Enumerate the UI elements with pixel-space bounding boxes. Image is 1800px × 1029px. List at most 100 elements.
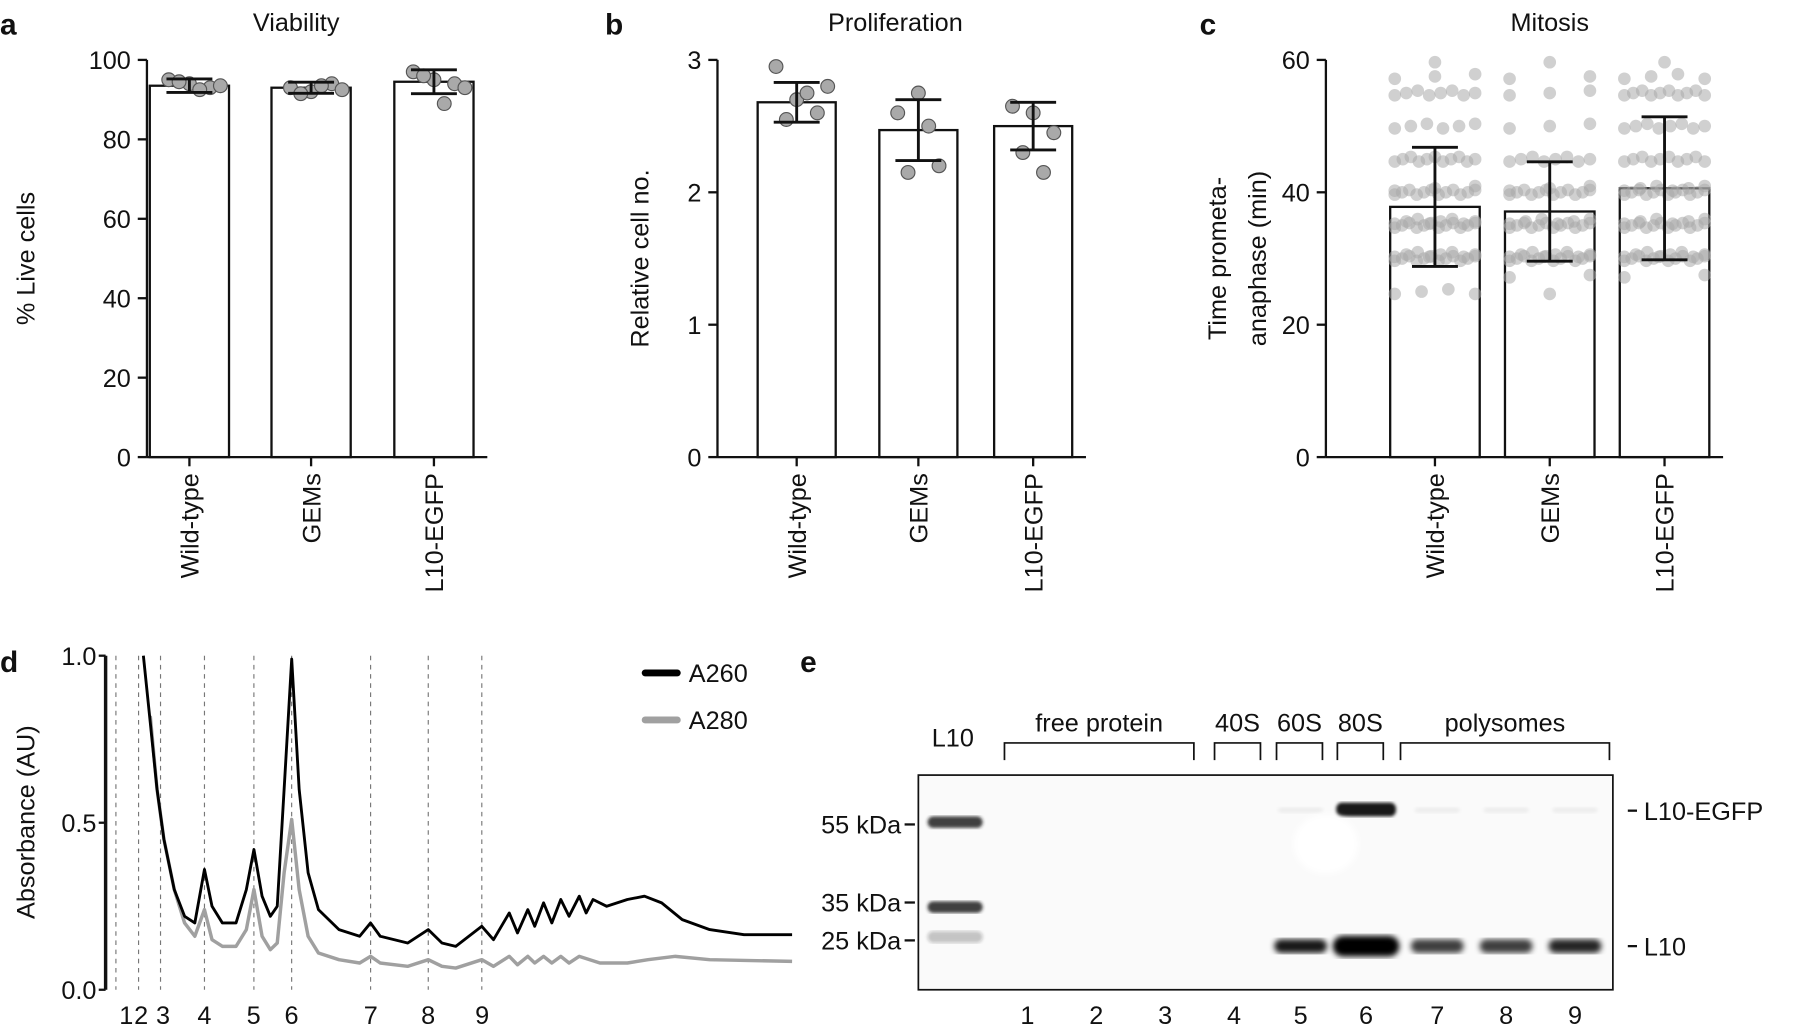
data-point — [1641, 245, 1654, 259]
l10-band — [1274, 939, 1328, 954]
data-point — [1663, 248, 1677, 261]
fraction-label: 5 — [247, 1002, 261, 1029]
lane-number: 6 — [1359, 1002, 1373, 1029]
fraction-label: 8 — [421, 1002, 435, 1029]
data-point — [910, 85, 926, 101]
x-tick-label: L10-EGFP — [421, 473, 449, 592]
marker-band — [927, 901, 983, 913]
data-point — [921, 118, 937, 134]
data-point — [1618, 250, 1631, 264]
data-point — [1514, 248, 1528, 261]
fraction-group-label: free protein — [1035, 709, 1163, 737]
data-point — [1399, 248, 1413, 261]
fraction-label: 7 — [364, 1002, 378, 1029]
data-point — [1618, 72, 1631, 86]
panel-e-western-blot: L10 free protein 40S 60S 80S polysomes 55 kDa 3… — [821, 709, 1763, 1029]
panel-letter: e — [800, 646, 817, 679]
data-point — [1445, 212, 1459, 226]
y-axis-label: % Live cells — [12, 192, 40, 325]
data-point — [1468, 117, 1482, 131]
data-point — [1543, 55, 1557, 69]
bar-gems — [270, 86, 352, 459]
data-point — [1652, 122, 1666, 135]
data-point — [1514, 152, 1528, 166]
data-point — [1399, 215, 1413, 228]
data-point — [1583, 179, 1597, 193]
data-point — [1666, 217, 1679, 231]
data-point — [1650, 179, 1663, 193]
y-tick-label: 80 — [103, 127, 131, 155]
data-point — [1629, 248, 1643, 261]
x-tick-label: Wild-type — [177, 473, 205, 578]
data-point — [1698, 155, 1712, 168]
lane-number: 4 — [1227, 1002, 1241, 1029]
data-point — [1686, 250, 1700, 264]
l10-band — [1548, 939, 1602, 954]
fraction-group-label: 40S — [1215, 709, 1260, 737]
legend-label: A260 — [689, 660, 748, 688]
fraction-label: 1 — [119, 1002, 133, 1029]
data-point — [1436, 122, 1450, 135]
data-point — [799, 85, 815, 101]
data-point — [1549, 248, 1562, 261]
mw-marker-label: 55 kDa — [821, 812, 902, 840]
data-point — [1583, 117, 1597, 131]
data-point — [1543, 287, 1557, 301]
y-tick-label: 40 — [103, 285, 131, 313]
data-point — [1560, 150, 1574, 164]
data-point — [1583, 248, 1597, 261]
fraction-group-bracket — [1213, 742, 1262, 761]
data-point — [1468, 86, 1482, 100]
y-tick-label: 0 — [1296, 444, 1310, 472]
panel-letter: d — [0, 646, 18, 679]
data-point — [1698, 212, 1712, 226]
fraction-group-label: 60S — [1277, 709, 1322, 737]
data-point — [1422, 89, 1436, 102]
data-point — [1452, 119, 1466, 133]
series-line-a260 — [141, 655, 793, 948]
data-point — [1503, 122, 1516, 135]
fraction-label: 6 — [285, 1002, 299, 1029]
data-point — [1698, 89, 1712, 102]
data-point — [809, 105, 825, 121]
data-point — [1682, 215, 1695, 228]
y-tick-label: 60 — [1282, 47, 1310, 75]
data-point — [1583, 268, 1597, 282]
data-point — [436, 96, 452, 112]
data-point — [1036, 164, 1051, 180]
y-tick-label: 20 — [1282, 312, 1310, 340]
x-tick-label: L10-EGFP — [1020, 473, 1048, 592]
marker-band — [927, 816, 983, 828]
bar-l10-egfp — [992, 124, 1074, 459]
y-tick-label: 20 — [103, 365, 131, 393]
data-point — [1682, 182, 1695, 195]
data-point — [1457, 89, 1470, 102]
data-point — [1468, 248, 1482, 261]
data-point — [1535, 212, 1549, 226]
y-tick-label: 0.0 — [61, 977, 96, 1005]
y-tick-label: 40 — [1282, 179, 1310, 207]
data-point — [1618, 122, 1631, 135]
data-point — [1543, 86, 1557, 100]
data-point — [192, 82, 208, 98]
data-point — [171, 74, 187, 90]
data-point — [1641, 117, 1654, 131]
data-point — [1468, 215, 1482, 228]
data-point — [1618, 271, 1631, 284]
bar-gems — [878, 128, 959, 459]
data-point — [1445, 84, 1459, 98]
data-point — [1411, 212, 1425, 226]
data-point — [1503, 271, 1516, 284]
data-point — [1468, 67, 1482, 81]
data-point — [1411, 245, 1425, 259]
data-point — [1422, 217, 1436, 231]
y-tick-label: 0 — [687, 444, 701, 472]
y-axis-label: anaphase (min) — [1244, 171, 1272, 346]
data-point — [1422, 250, 1436, 264]
fraction-label: 3 — [156, 1002, 170, 1029]
x-tick-label: GEMs — [1537, 473, 1565, 543]
data-point — [1434, 86, 1448, 100]
data-point — [1503, 89, 1516, 102]
data-point — [1046, 125, 1062, 141]
